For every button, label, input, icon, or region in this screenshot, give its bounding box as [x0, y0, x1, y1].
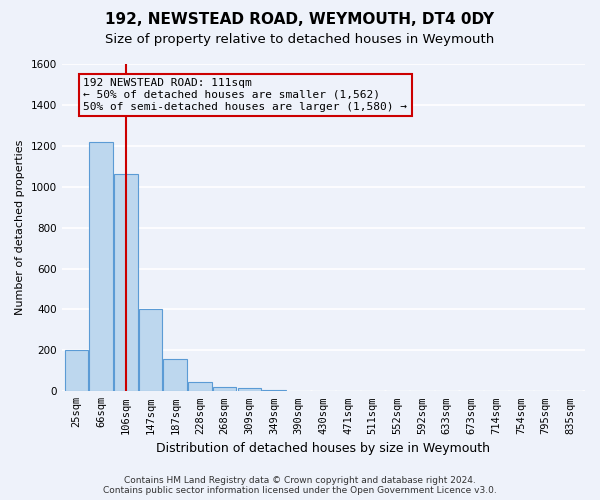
Text: Size of property relative to detached houses in Weymouth: Size of property relative to detached ho…: [106, 32, 494, 46]
Bar: [213, 387, 236, 392]
Bar: [89, 142, 113, 392]
X-axis label: Distribution of detached houses by size in Weymouth: Distribution of detached houses by size …: [157, 442, 490, 455]
Bar: [65, 350, 88, 392]
Y-axis label: Number of detached properties: Number of detached properties: [15, 140, 25, 316]
Bar: [163, 358, 187, 392]
Text: 192, NEWSTEAD ROAD, WEYMOUTH, DT4 0DY: 192, NEWSTEAD ROAD, WEYMOUTH, DT4 0DY: [106, 12, 494, 28]
Text: Contains HM Land Registry data © Crown copyright and database right 2024.
Contai: Contains HM Land Registry data © Crown c…: [103, 476, 497, 495]
Text: 192 NEWSTEAD ROAD: 111sqm
← 50% of detached houses are smaller (1,562)
50% of se: 192 NEWSTEAD ROAD: 111sqm ← 50% of detac…: [83, 78, 407, 112]
Bar: [238, 388, 261, 392]
Bar: [262, 390, 286, 392]
Bar: [114, 174, 137, 392]
Bar: [139, 310, 162, 392]
Bar: [188, 382, 212, 392]
